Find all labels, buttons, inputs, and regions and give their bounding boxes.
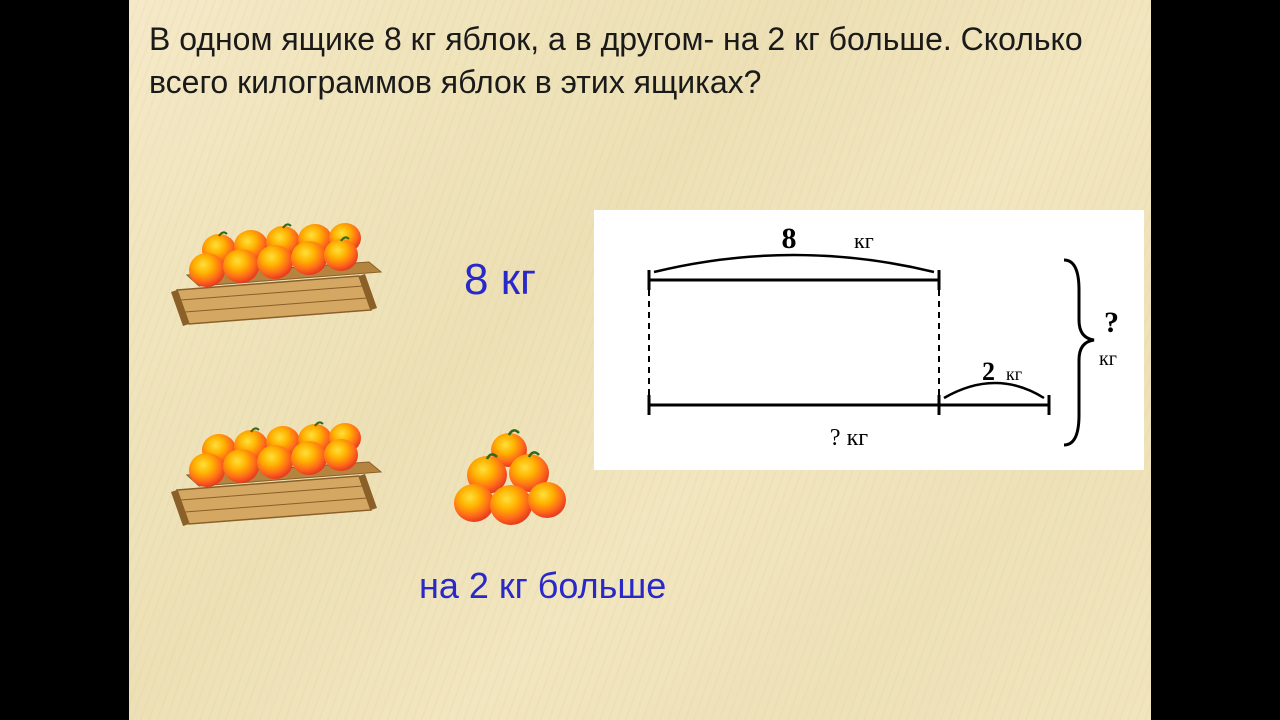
diagram-total-symbol: ? [1104,306,1119,339]
diagram-seg1-value: 8 [782,222,797,255]
slide: В одном ящике 8 кг яблок, а в другом- на… [129,0,1151,720]
label-first-box: 8 кг [464,255,536,305]
problem-text: В одном ящике 8 кг яблок, а в другом- на… [149,18,1131,104]
diagram-total-unit: кг [1099,348,1117,370]
apple-crate-2 [169,400,389,530]
apple-pile [439,415,589,545]
diagram-seg2-unit: кг [1006,364,1022,384]
diagram-seg1-unit: кг [854,228,874,253]
label-second-box: на 2 кг больше [419,565,666,607]
diagram-seg2-value: 2 [982,357,995,386]
diagram-unknown-segment: ? кг [830,425,868,451]
apple-crate-1 [169,200,389,330]
segment-diagram: 8 кг 2 кг ? кг ? кг [594,210,1144,470]
